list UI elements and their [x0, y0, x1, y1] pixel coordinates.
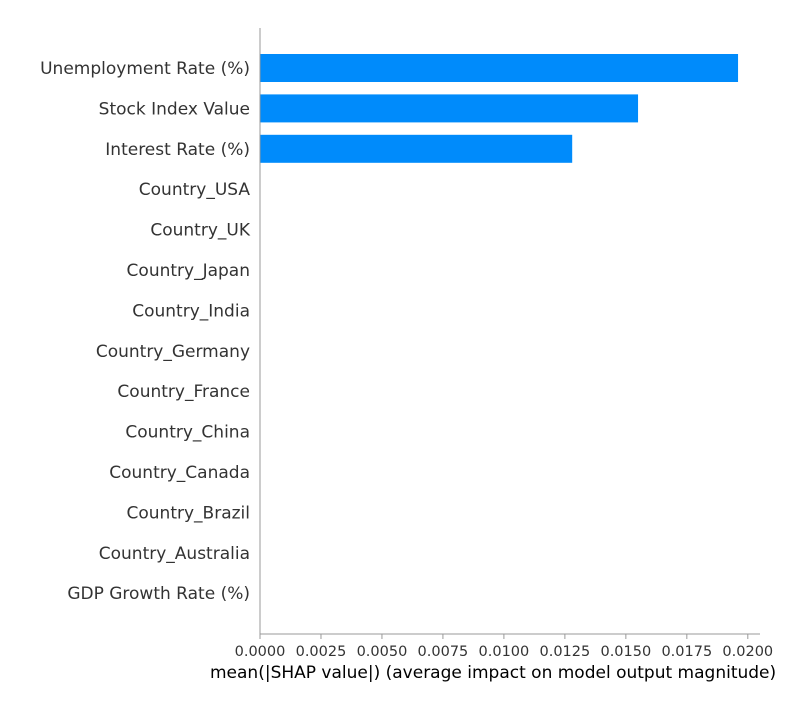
feature-label: Country_UK [150, 221, 250, 241]
axes-layer: 0.0000 0.0025 0.0050 0.0075 0.0100 0.0125 0.01… [235, 28, 773, 660]
x-tick-label: 0.0075 [418, 644, 469, 660]
bar-stock-index-value [260, 94, 639, 123]
feature-labels-layer: Unemployment Rate (%) Stock Index Value In… [40, 59, 251, 604]
x-tick-label: 0.0125 [540, 644, 591, 660]
feature-label: Country_Australia [99, 544, 250, 564]
feature-label: Stock Index Value [99, 99, 250, 119]
bar-interest-rate [260, 134, 573, 163]
x-tick-label: 0.0150 [600, 644, 651, 660]
feature-label: Interest Rate (%) [105, 140, 250, 160]
feature-label: Country_Brazil [127, 503, 250, 523]
x-axis-title: mean(|SHAP value|) (average impact on mo… [210, 663, 776, 683]
x-tick-label: 0.0000 [235, 644, 286, 660]
feature-label: Country_Canada [109, 463, 250, 483]
feature-label: Unemployment Rate (%) [40, 59, 250, 79]
x-tick-label: 0.0200 [722, 644, 773, 660]
bars-layer [260, 54, 739, 163]
feature-label: Country_Japan [127, 261, 250, 281]
x-tick-label: 0.0175 [661, 644, 712, 660]
x-tick-label: 0.0100 [479, 644, 530, 660]
bar-unemployment-rate [260, 54, 739, 82]
x-tick-label: 0.0025 [296, 644, 347, 660]
feature-label: Country_France [117, 382, 250, 402]
feature-label: Country_USA [139, 180, 251, 200]
x-tick-label: 0.0050 [357, 644, 408, 660]
feature-label: GDP Growth Rate (%) [67, 584, 250, 604]
feature-label: Country_India [132, 301, 250, 321]
feature-label: Country_China [125, 423, 250, 443]
feature-label: Country_Germany [96, 342, 250, 362]
